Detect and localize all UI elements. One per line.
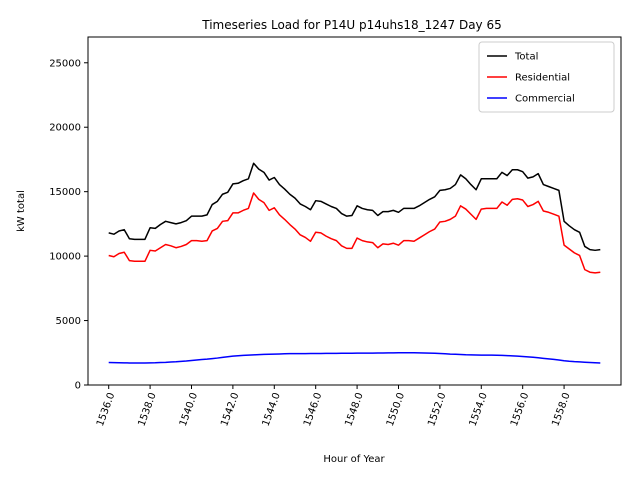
y-tick-label: 15000 [49, 187, 81, 198]
y-tick-label: 25000 [49, 58, 81, 69]
y-tick-label: 0 [75, 381, 81, 392]
series-layer [108, 162, 601, 364]
y-tick-label: 5000 [56, 316, 81, 327]
legend-box [478, 41, 615, 113]
y-tick-label: 10000 [49, 252, 81, 263]
legend: Total Residential Commercial [478, 41, 615, 113]
y-tick-label: 20000 [49, 123, 81, 134]
legend-label-total: Total [514, 52, 538, 63]
axes-frame [87, 36, 622, 386]
y-axis-label: kW total [16, 190, 27, 232]
legend-label-commercial: Commercial [515, 94, 575, 105]
series-line-residential [108, 192, 601, 274]
series-line-commercial [108, 352, 601, 364]
series-line-total [108, 162, 601, 252]
legend-label-residential: Residential [515, 73, 570, 84]
chart-title: Timeseries Load for P14U p14uhs18_1247 D… [201, 18, 502, 32]
x-axis-label: Hour of Year [323, 454, 385, 465]
